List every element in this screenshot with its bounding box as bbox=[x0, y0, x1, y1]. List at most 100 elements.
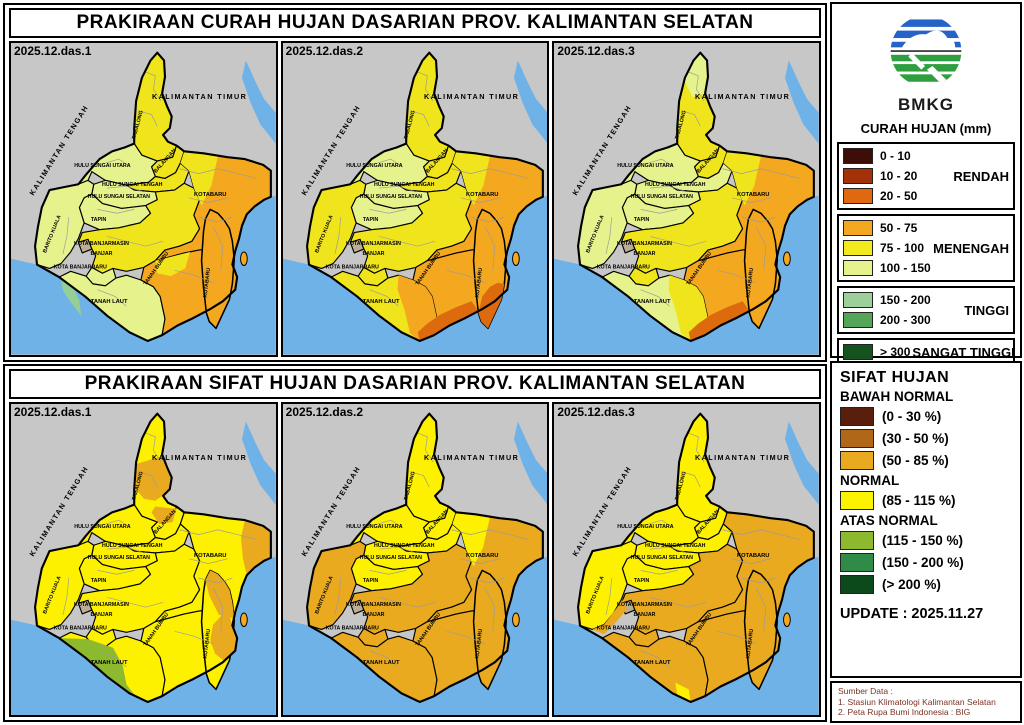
patch-south_coast_dark bbox=[689, 301, 750, 341]
label-kotabaru: KOTABARU bbox=[746, 628, 756, 659]
sifat-range-label: (> 200 %) bbox=[882, 577, 941, 592]
rain-forecast-panel: PRAKIRAAN CURAH HUJAN DASARIAN PROV. KAL… bbox=[3, 3, 827, 362]
label-kotabaru: KOTABARU bbox=[203, 628, 213, 659]
label-tapin: TAPIN bbox=[91, 217, 107, 223]
label-kota-banjarmasin: KOTA BANJARMASIN bbox=[346, 602, 401, 608]
legend-row: 75 - 100 bbox=[843, 240, 931, 256]
sea-northeast bbox=[513, 60, 548, 144]
rain-maps-row: 2025.12.das.1 TABALONG BALANGAN HULU SUNGAI… bbox=[9, 41, 822, 357]
sifat-section-header: NORMAL bbox=[840, 473, 900, 488]
label-hulu-sungai-selatan: HULU SUNGAI SELATAN bbox=[631, 194, 693, 200]
label-kalimantan-timur: KALIMANTAN TIMUR bbox=[695, 92, 790, 101]
label-kota-banjarbaru: KOTA BANJARBARU bbox=[54, 264, 107, 270]
label-banjar: BANJAR bbox=[634, 251, 656, 257]
label-hulu-sungai-tengah: HULU SUNGAI TENGAH bbox=[102, 182, 163, 188]
label-tanah-laut: TANAH LAUT bbox=[91, 299, 128, 305]
label-banjar: BANJAR bbox=[90, 251, 112, 257]
map-date-label: 2025.12.das.2 bbox=[285, 44, 364, 58]
legend-row: 50 - 75 bbox=[843, 220, 931, 236]
sifat-range-label: (115 - 150 %) bbox=[882, 533, 964, 548]
label-kota-banjarmasin: KOTA BANJARMASIN bbox=[74, 602, 129, 608]
patch-balangan_amber bbox=[151, 506, 177, 524]
patch-south_coast_dark bbox=[417, 301, 479, 341]
rain-legend-groups: 0 - 10 10 - 20 20 - 50 RENDAH 50 - 75 75 - 10… bbox=[832, 142, 1020, 370]
legend-range-label: > 300 bbox=[880, 345, 911, 359]
patch-tl_tip_yellow bbox=[675, 682, 692, 702]
sifat-legend-row: (115 - 150 %) bbox=[840, 531, 1012, 550]
rain-legend-box: BMKG CURAH HUJAN (mm) 0 - 10 10 - 20 20 - … bbox=[830, 2, 1022, 366]
rain-legend-group-rendah: 0 - 10 10 - 20 20 - 50 RENDAH bbox=[837, 142, 1015, 210]
label-kota-banjarmasin: KOTA BANJARMASIN bbox=[346, 241, 401, 247]
label-kotabaru: KOTABARU bbox=[466, 192, 498, 198]
label-banjar: BANJAR bbox=[90, 611, 112, 617]
sifat-section-header: ATAS NORMAL bbox=[840, 513, 938, 528]
label-kotabaru: KOTABARU bbox=[474, 267, 484, 298]
label-kota-banjarbaru: KOTA BANJARBARU bbox=[54, 625, 107, 631]
map-sifat-das1: 2025.12.das.1 TABALONG BALANGAN HULU SUNGAI… bbox=[9, 401, 278, 717]
patch-tl_sw_small bbox=[61, 279, 82, 316]
sea-northeast bbox=[513, 420, 548, 505]
label-hulu-sungai-utara: HULU SUNGAI UTARA bbox=[346, 163, 402, 169]
sifat-panel-title: PRAKIRAAN SIFAT HUJAN DASARIAN PROV. KAL… bbox=[9, 368, 821, 399]
legend-range-label: 200 - 300 bbox=[880, 313, 931, 327]
label-tanah-laut: TANAH LAUT bbox=[363, 299, 400, 305]
sifat-legend-title: SIFAT HUJAN bbox=[840, 369, 950, 386]
map-rain-das1: 2025.12.das.1 TABALONG BALANGAN HULU SUNGAI… bbox=[9, 41, 278, 357]
label-kotabaru: KOTABARU bbox=[474, 628, 484, 659]
sifat-legend-row: (0 - 30 %) bbox=[840, 407, 1012, 426]
map-date-label: 2025.12.das.3 bbox=[557, 404, 635, 419]
sifat-range-label: (50 - 85 %) bbox=[882, 453, 949, 468]
label-tanah-laut: TANAH LAUT bbox=[91, 660, 128, 666]
sea-northeast bbox=[785, 420, 820, 505]
map-sifat-das2: 2025.12.das.2 TABALONG BALANGAN HULU SUNGAI… bbox=[280, 401, 550, 717]
sifat-legend-row: (50 - 85 %) bbox=[840, 451, 1012, 470]
label-kotabaru: KOTABARU bbox=[746, 267, 756, 298]
legend-range-label: 0 - 10 bbox=[880, 149, 911, 163]
label-kalimantan-timur: KALIMANTAN TIMUR bbox=[152, 92, 247, 101]
region-banjarmasin bbox=[77, 238, 93, 254]
rain-legend-title: CURAH HUJAN (mm) bbox=[860, 121, 992, 136]
legend-category-label: TINGGI bbox=[964, 302, 1009, 318]
patch-kb_nw_yellow bbox=[452, 151, 490, 206]
sea-northeast bbox=[785, 60, 820, 144]
sifat-legend-row: (30 - 50 %) bbox=[840, 429, 1012, 448]
legend-row: > 300 bbox=[843, 344, 910, 360]
label-tanah-laut: TANAH LAUT bbox=[634, 299, 671, 305]
label-banjar: BANJAR bbox=[362, 251, 384, 257]
sifat-forecast-panel: PRAKIRAAN SIFAT HUJAN DASARIAN PROV. KAL… bbox=[3, 363, 827, 722]
sifat-color-swatch bbox=[840, 531, 874, 550]
label-tapin: TAPIN bbox=[363, 577, 379, 583]
sea-northeast bbox=[241, 420, 276, 505]
label-banjar: BANJAR bbox=[634, 611, 656, 617]
label-hulu-sungai-utara: HULU SUNGAI UTARA bbox=[346, 523, 402, 529]
patch-island_n_amber bbox=[205, 569, 235, 619]
region-banjarmasin bbox=[621, 238, 636, 254]
label-hulu-sungai-tengah: HULU SUNGAI TENGAH bbox=[102, 543, 163, 549]
sifat-range-label: (85 - 115 %) bbox=[882, 493, 956, 508]
sifat-legend-row: (150 - 200 %) bbox=[840, 553, 1012, 572]
label-kotabaru: KOTABARU bbox=[466, 552, 498, 558]
label-hulu-sungai-tengah: HULU SUNGAI TENGAH bbox=[645, 182, 706, 188]
sifat-range-label: (30 - 50 %) bbox=[882, 431, 949, 446]
legend-color-swatch bbox=[843, 292, 873, 308]
legend-range-label: 50 - 75 bbox=[880, 221, 918, 235]
label-kota-banjarmasin: KOTA BANJARMASIN bbox=[617, 602, 672, 608]
sifat-legend-sections: BAWAH NORMAL (0 - 30 %) (30 - 50 %) (50 - 8… bbox=[840, 389, 1012, 594]
label-tapin: TAPIN bbox=[91, 577, 107, 583]
label-hulu-sungai-utara: HULU SUNGAI UTARA bbox=[618, 523, 674, 529]
patch-kb_nw_yellow bbox=[452, 511, 490, 567]
legend-category-label: SANGAT TINGGI bbox=[912, 344, 1015, 360]
label-kota-banjarbaru: KOTA BANJARBARU bbox=[597, 264, 650, 270]
legend-color-swatch bbox=[843, 148, 873, 164]
sifat-color-swatch bbox=[840, 491, 874, 510]
legend-category-label: MENENGAH bbox=[933, 240, 1009, 256]
legend-category-label: RENDAH bbox=[953, 168, 1009, 184]
patch-bk_s_amber bbox=[592, 598, 628, 634]
label-kotabaru: KOTABARU bbox=[737, 552, 769, 558]
label-tapin: TAPIN bbox=[634, 217, 650, 223]
legend-row: 200 - 300 bbox=[843, 312, 962, 328]
label-hulu-sungai-utara: HULU SUNGAI UTARA bbox=[618, 163, 674, 169]
